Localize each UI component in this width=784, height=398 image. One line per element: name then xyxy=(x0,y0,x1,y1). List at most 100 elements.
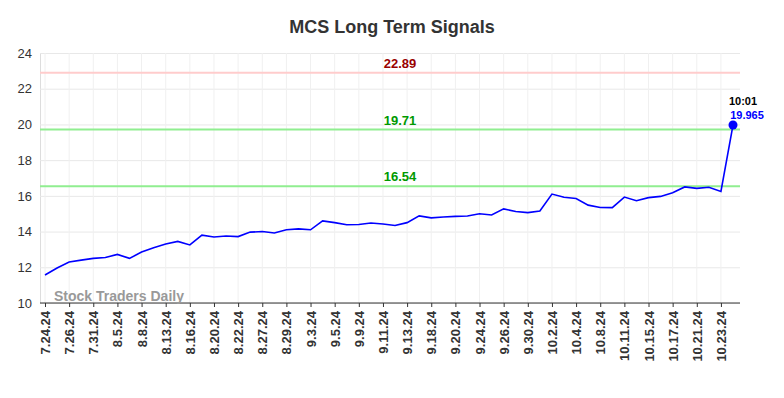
x-tick: 10.2.24 xyxy=(545,303,560,354)
x-tick-mark xyxy=(335,303,336,307)
x-grid-line xyxy=(141,53,142,303)
x-tick-label: 8.29.24 xyxy=(279,310,294,354)
x-tick: 8.16.24 xyxy=(183,303,198,354)
chart: MCS Long Term Signals10121416182022247.2… xyxy=(0,0,784,398)
y-grid-line xyxy=(40,89,740,90)
x-tick-label: 8.27.24 xyxy=(255,310,270,354)
x-grid-line xyxy=(310,53,311,303)
x-tick: 8.29.24 xyxy=(279,303,294,354)
x-tick: 9.11.24 xyxy=(376,303,391,354)
x-tick-label: 9.9.24 xyxy=(352,310,367,347)
x-tick-label: 8.5.24 xyxy=(110,310,125,347)
x-grid xyxy=(45,53,721,303)
y-grid-line xyxy=(40,160,740,161)
x-tick: 9.13.24 xyxy=(400,303,415,354)
y-axis-line xyxy=(41,54,741,304)
x-tick-mark xyxy=(649,303,650,307)
x-grid-line xyxy=(648,53,649,303)
x-tick-mark xyxy=(238,303,239,307)
x-tick: 7.24.24 xyxy=(38,303,53,354)
reference-line xyxy=(40,72,740,74)
x-tick-label: 10.17.24 xyxy=(666,310,681,361)
x-tick-mark xyxy=(455,303,456,307)
x-grid-line xyxy=(334,53,335,303)
x-tick: 9.18.24 xyxy=(424,303,439,354)
x-tick: 8.20.24 xyxy=(207,303,222,354)
x-tick-mark xyxy=(45,303,46,307)
title: MCS Long Term Signals xyxy=(289,17,495,37)
x-grid-line xyxy=(455,53,456,303)
x-tick-mark xyxy=(697,303,698,307)
y-tick-label: 22 xyxy=(18,81,32,96)
x-tick: 10.4.24 xyxy=(569,303,584,354)
x-grid-line xyxy=(672,53,673,303)
x-tick-mark xyxy=(624,303,625,307)
y-tick-label: 18 xyxy=(18,153,32,168)
last-point xyxy=(729,121,738,130)
x-tick: 9.9.24 xyxy=(352,303,367,347)
x-tick-mark xyxy=(600,303,601,307)
reference-line xyxy=(40,129,740,131)
x-tick: 10.23.24 xyxy=(714,303,729,362)
x-tick-mark xyxy=(552,303,553,307)
x-tick: 8.13.24 xyxy=(159,303,174,354)
x-grid-line xyxy=(165,53,166,303)
x-tick-mark xyxy=(407,303,408,307)
x-tick-label: 9.13.24 xyxy=(400,310,415,354)
x-grid-line xyxy=(431,53,432,303)
x-tick-mark xyxy=(673,303,674,307)
plot-area xyxy=(40,73,740,275)
x-tick-mark xyxy=(286,303,287,307)
reference-line xyxy=(40,185,740,187)
x-tick-label: 10.4.24 xyxy=(569,310,584,354)
x-tick-label: 10.11.24 xyxy=(617,310,632,361)
x-grid-line xyxy=(576,53,577,303)
x-tick-mark xyxy=(383,303,384,307)
watermark: Stock Traders Daily xyxy=(54,288,184,304)
y-grid-line xyxy=(40,196,740,197)
x-tick-label: 10.2.24 xyxy=(545,310,560,354)
x-tick-label: 8.20.24 xyxy=(207,310,222,354)
x-grid-line xyxy=(189,53,190,303)
x-tick: 7.26.24 xyxy=(62,303,77,354)
y-tick-label: 10 xyxy=(18,296,32,311)
x-tick: 10.17.24 xyxy=(666,303,681,362)
x-tick-label: 8.22.24 xyxy=(231,310,246,354)
x-grid-line xyxy=(551,53,552,303)
x-tick-mark xyxy=(190,303,191,307)
y-grid-line xyxy=(40,267,740,268)
marker-label: 10:01 xyxy=(729,95,757,107)
x-tick-label: 8.8.24 xyxy=(135,310,150,347)
x-tick-label: 9.26.24 xyxy=(497,310,512,354)
x-tick-mark xyxy=(311,303,312,307)
x-grid-line xyxy=(600,53,601,303)
last-value-label: 19.965 xyxy=(730,109,764,121)
x-grid-line xyxy=(696,53,697,303)
x-grid-line xyxy=(117,53,118,303)
x-tick-label: 10.15.24 xyxy=(642,310,657,361)
x-tick-label: 9.3.24 xyxy=(304,310,319,347)
x-grid-line xyxy=(479,53,480,303)
x-tick: 7.31.24 xyxy=(86,303,101,354)
reference-label: 16.54 xyxy=(384,169,417,184)
x-tick: 9.26.24 xyxy=(497,303,512,354)
y-tick-label: 12 xyxy=(18,260,32,275)
x-tick: 9.20.24 xyxy=(448,303,463,354)
annotations: 22.8919.7116.5410:0119.965 xyxy=(384,56,764,184)
x-grid-line xyxy=(624,53,625,303)
x-tick: 10.11.24 xyxy=(617,303,632,361)
x-tick: 10.15.24 xyxy=(642,303,657,362)
x-tick-label: 7.31.24 xyxy=(86,310,101,354)
x-tick-mark xyxy=(480,303,481,307)
x-tick: 8.5.24 xyxy=(110,303,125,347)
y-tick: 14 xyxy=(18,224,740,239)
y-tick-label: 14 xyxy=(18,224,32,239)
reference-label: 19.71 xyxy=(384,113,417,128)
x-tick-label: 7.26.24 xyxy=(62,310,77,354)
x-tick-label: 10.23.24 xyxy=(714,310,729,361)
y-tick-label: 24 xyxy=(18,46,32,61)
y-tick: 16 xyxy=(18,189,740,204)
x-tick-mark xyxy=(262,303,263,307)
x-tick: 10.21.24 xyxy=(690,303,705,362)
x-grid-line xyxy=(503,53,504,303)
